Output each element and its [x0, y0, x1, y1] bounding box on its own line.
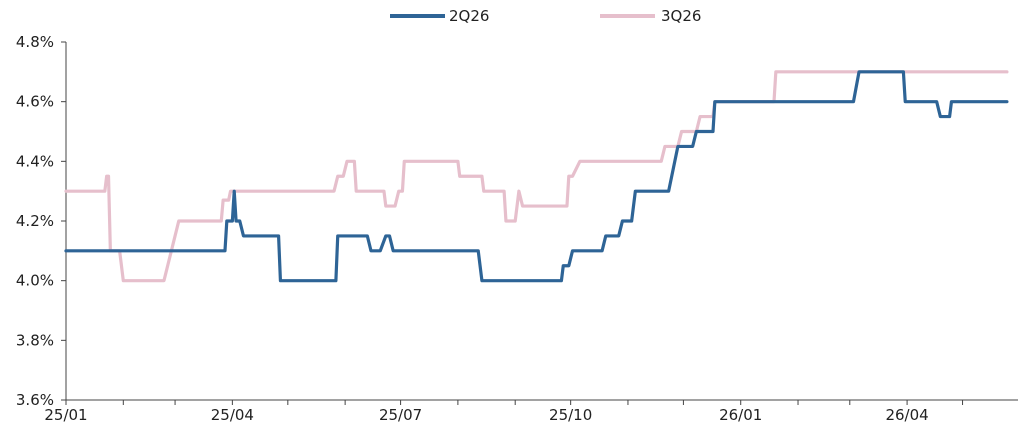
y-tick-label: 4.4%	[16, 152, 54, 170]
y-axis: 3.6% 3.8% 4.0% 4.2% 4.4% 4.6% 4.8%	[16, 33, 67, 409]
y-tick-label: 4.6%	[16, 93, 54, 111]
x-tick-label: 25/07	[379, 406, 422, 424]
legend-label-2q26: 2Q26	[449, 7, 489, 25]
x-tick-label: 25/01	[44, 406, 87, 424]
x-axis: 25/01 25/04 25/07 25/10 26/01 26/04	[44, 399, 1018, 424]
legend: 2Q26 3Q26	[390, 7, 701, 25]
y-tick-label: 4.8%	[16, 33, 54, 51]
y-tick-label: 3.6%	[16, 391, 54, 409]
x-tick-label: 26/01	[719, 406, 762, 424]
x-tick-label: 26/04	[885, 406, 928, 424]
legend-label-3q26: 3Q26	[661, 7, 701, 25]
x-tick-label: 25/10	[549, 406, 592, 424]
x-tick-label: 25/04	[211, 406, 254, 424]
y-tick-label: 3.8%	[16, 331, 54, 349]
series-layer	[64, 70, 1009, 283]
y-tick-label: 4.2%	[16, 212, 54, 230]
y-tick-label: 4.0%	[16, 272, 54, 290]
series-line-2q26	[64, 70, 1009, 283]
